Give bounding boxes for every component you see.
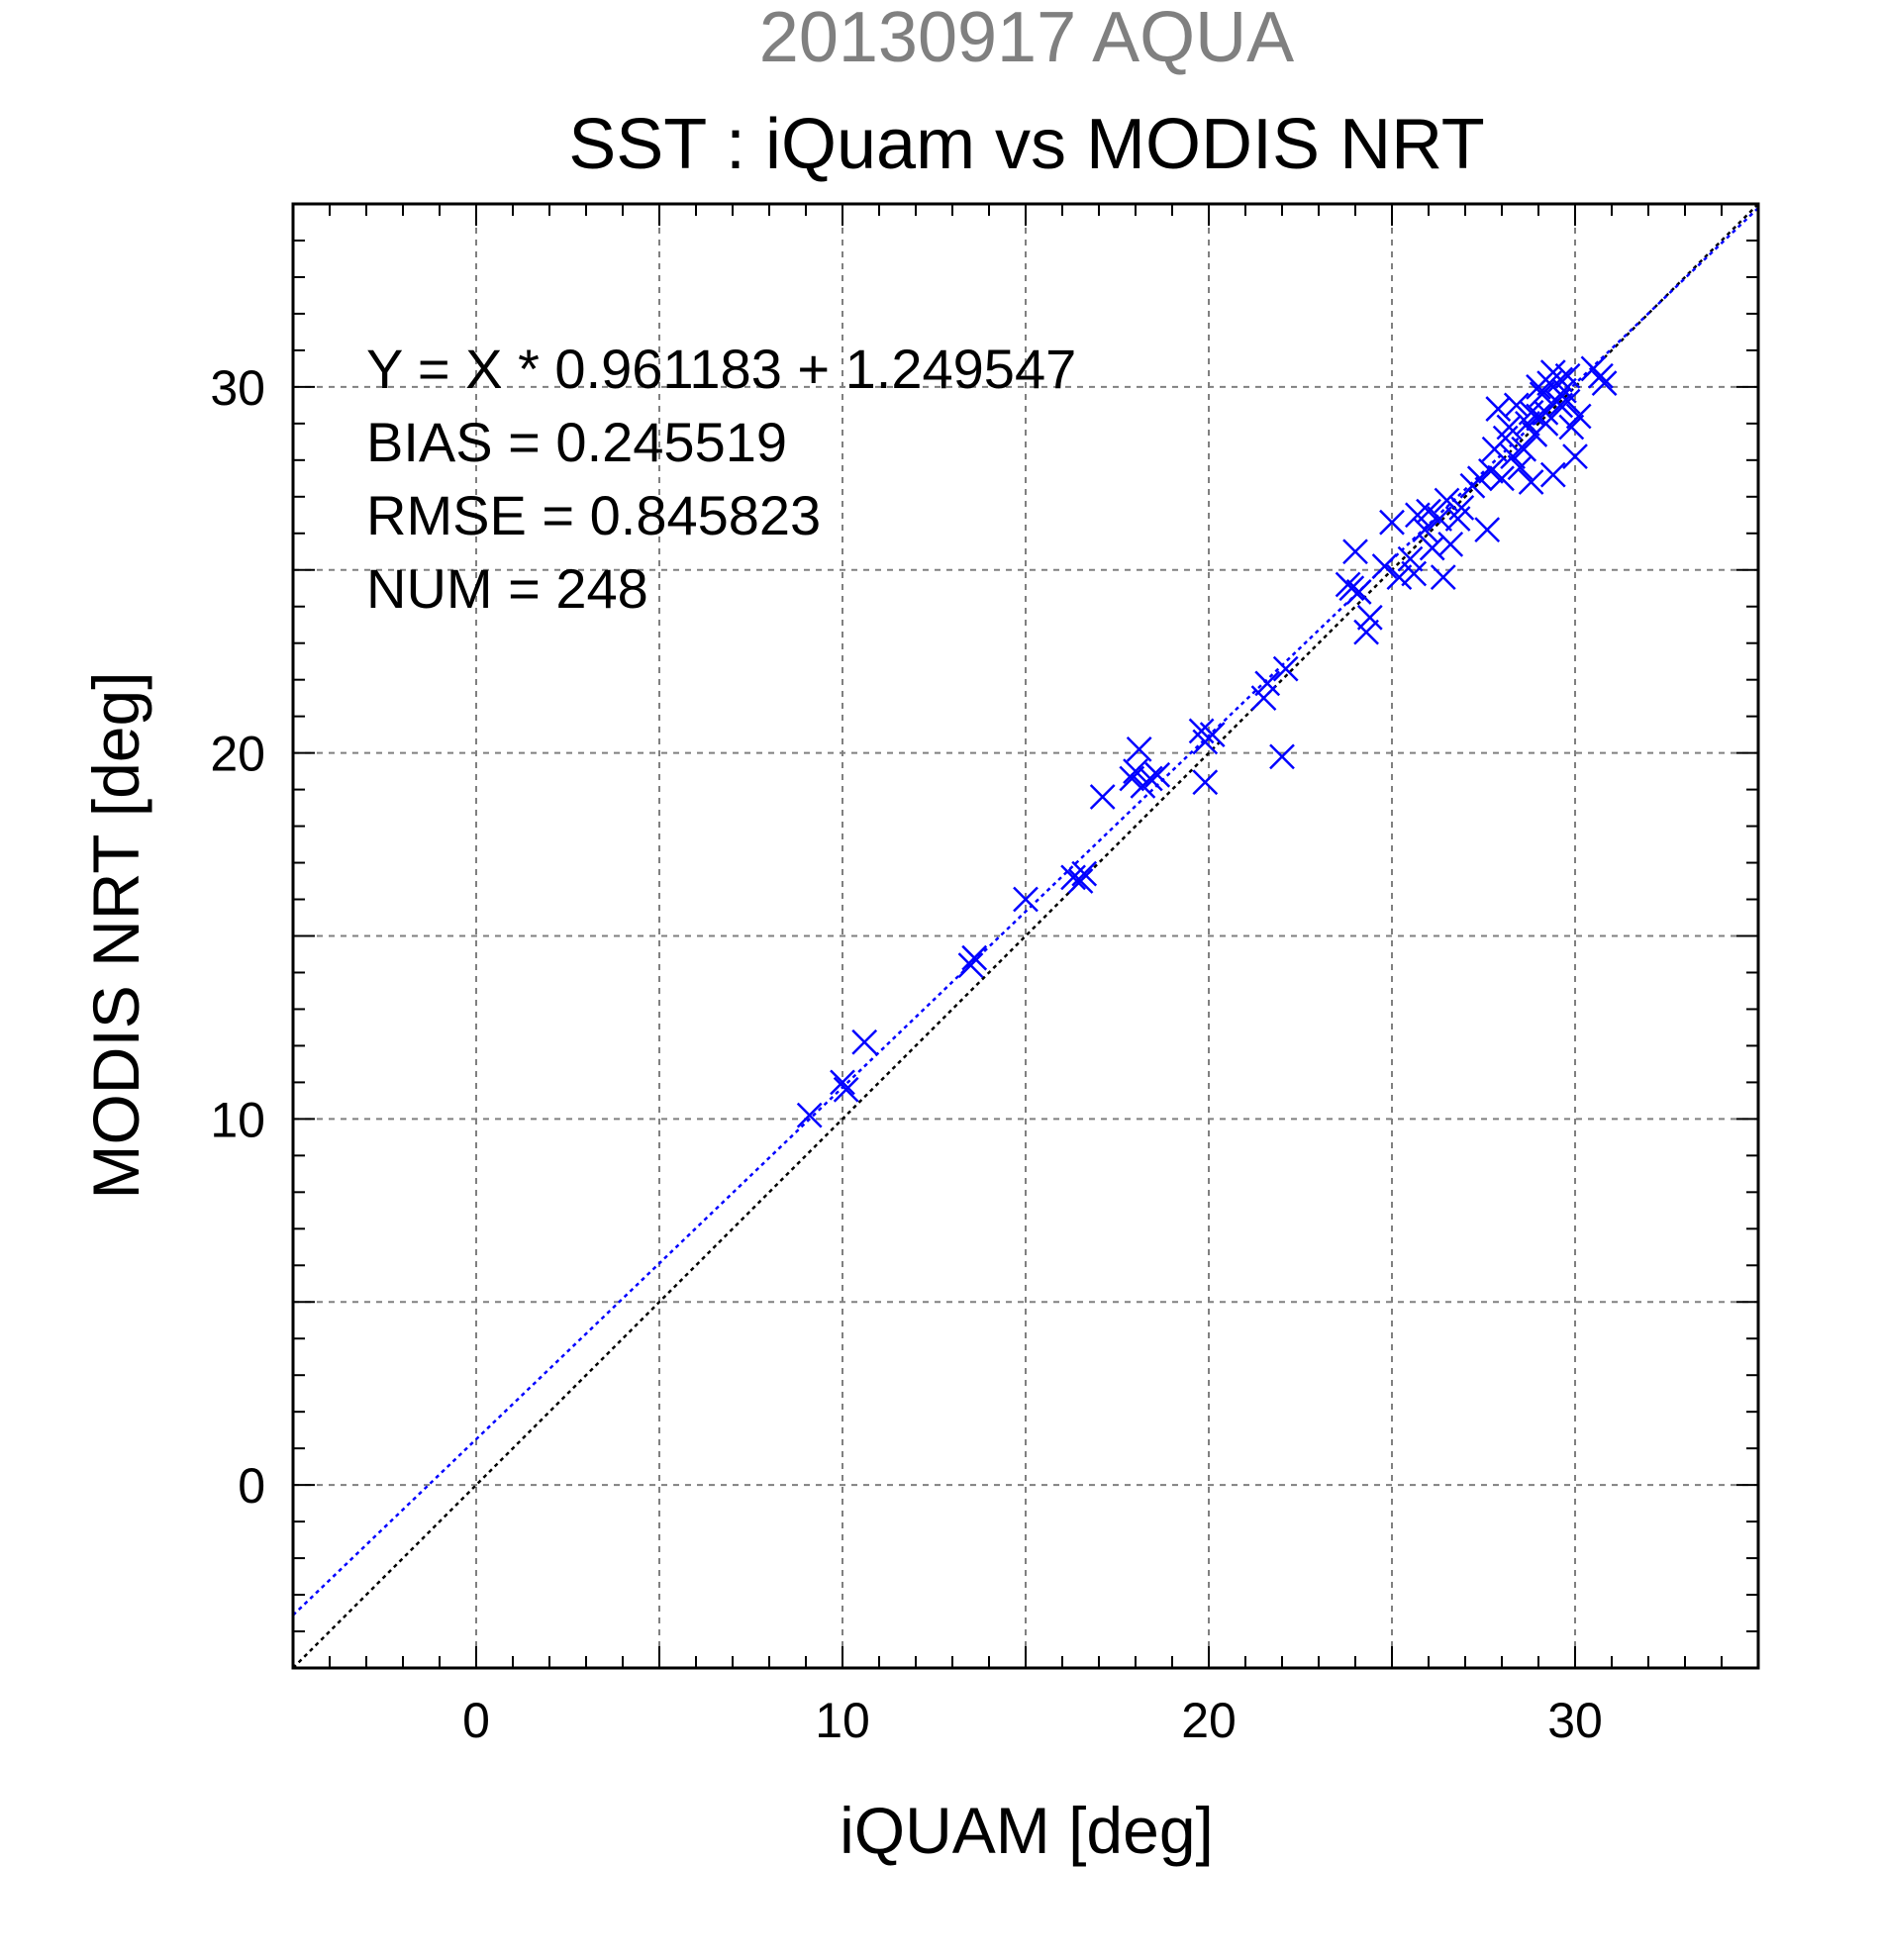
chart-supertitle: 20130917 AQUA bbox=[759, 0, 1294, 77]
data-point bbox=[1192, 769, 1219, 796]
data-point bbox=[1533, 410, 1559, 437]
y-tick-label: 10 bbox=[210, 1092, 265, 1147]
data-point bbox=[1137, 765, 1163, 792]
data-point bbox=[1397, 545, 1424, 572]
data-point bbox=[1071, 860, 1098, 887]
data-point bbox=[961, 944, 988, 971]
x-tick-label: 20 bbox=[1181, 1693, 1237, 1748]
data-point bbox=[1539, 359, 1566, 385]
data-point bbox=[1379, 509, 1405, 536]
data-point bbox=[1401, 560, 1428, 587]
data-point bbox=[1500, 443, 1526, 470]
fit-equation: Y = X * 0.961183 + 1.249547 bbox=[366, 338, 1076, 400]
data-point bbox=[1434, 487, 1460, 514]
data-point bbox=[1126, 736, 1152, 762]
data-point bbox=[957, 952, 984, 978]
y-tick-label: 20 bbox=[210, 727, 265, 782]
data-points bbox=[796, 355, 1618, 1128]
data-point bbox=[1489, 465, 1515, 492]
data-point bbox=[1199, 722, 1226, 748]
y-tick-labels: 0 10 20 30 bbox=[210, 360, 265, 1514]
data-point bbox=[1518, 469, 1544, 495]
data-point bbox=[1342, 539, 1368, 565]
data-point bbox=[1430, 564, 1456, 591]
data-point bbox=[1478, 458, 1504, 484]
data-point bbox=[851, 1029, 878, 1055]
data-point bbox=[1272, 655, 1299, 682]
rmse-stat: RMSE = 0.845823 bbox=[366, 484, 821, 546]
x-axis-label: iQUAM [deg] bbox=[840, 1794, 1214, 1867]
y-axis-label: MODIS NRT [deg] bbox=[79, 671, 152, 1199]
data-point bbox=[1437, 531, 1464, 557]
minor-ticks bbox=[293, 204, 1758, 1668]
data-point bbox=[1419, 535, 1445, 561]
data-point bbox=[1089, 784, 1116, 810]
data-point bbox=[1565, 403, 1592, 430]
data-point bbox=[1144, 761, 1171, 788]
regression-line bbox=[293, 207, 1758, 1617]
data-point bbox=[1119, 765, 1145, 792]
data-point bbox=[1554, 388, 1581, 415]
num-stat: NUM = 248 bbox=[366, 557, 648, 620]
data-point bbox=[1067, 868, 1094, 894]
data-point bbox=[1474, 517, 1501, 542]
data-point bbox=[1511, 436, 1537, 462]
chart-title: SST : iQuam vs MODIS NRT bbox=[568, 105, 1485, 184]
data-point bbox=[1353, 619, 1379, 645]
data-point bbox=[1503, 392, 1530, 419]
data-point bbox=[1371, 553, 1398, 579]
data-point bbox=[1547, 392, 1574, 419]
data-point bbox=[1448, 495, 1475, 521]
data-point bbox=[1356, 604, 1383, 631]
data-point bbox=[1254, 670, 1281, 697]
data-point bbox=[1250, 685, 1277, 712]
data-point bbox=[830, 1069, 855, 1096]
data-point bbox=[1386, 564, 1413, 591]
data-point bbox=[1466, 465, 1493, 492]
data-point bbox=[833, 1076, 859, 1103]
data-point bbox=[796, 1102, 823, 1128]
data-point bbox=[1338, 575, 1365, 602]
x-tick-label: 0 bbox=[462, 1693, 490, 1748]
data-point bbox=[1591, 370, 1618, 397]
data-point bbox=[1558, 414, 1585, 441]
x-tick-label: 30 bbox=[1547, 1693, 1603, 1748]
data-point bbox=[1416, 498, 1441, 525]
data-point bbox=[1427, 506, 1452, 532]
data-point bbox=[1269, 743, 1295, 770]
bias-stat: BIAS = 0.245519 bbox=[366, 411, 787, 473]
data-point bbox=[1123, 758, 1148, 784]
data-point bbox=[1554, 362, 1581, 389]
data-point bbox=[1013, 886, 1039, 913]
plot-frame bbox=[291, 202, 1760, 1670]
data-point bbox=[1562, 443, 1588, 470]
x-tick-label: 10 bbox=[815, 1693, 870, 1748]
data-point bbox=[1539, 461, 1566, 488]
x-tick-labels: 0 10 20 30 bbox=[462, 1693, 1603, 1748]
y-tick-label: 0 bbox=[238, 1458, 265, 1514]
data-point bbox=[1518, 399, 1544, 426]
y-tick-label: 30 bbox=[210, 360, 265, 416]
data-point bbox=[1345, 579, 1372, 605]
data-point bbox=[1588, 362, 1614, 389]
